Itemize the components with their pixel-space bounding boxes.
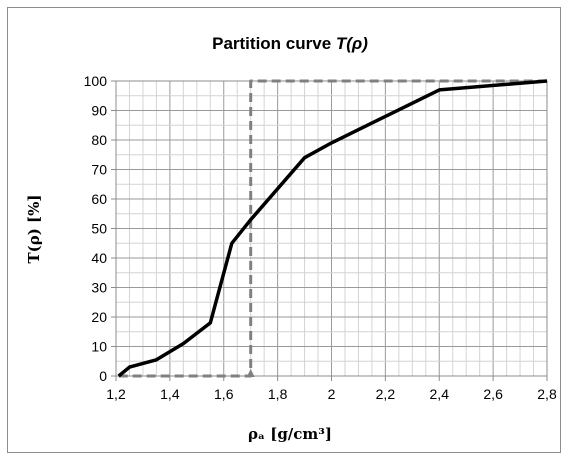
x-tick-label: 2,2 — [376, 386, 396, 402]
x-tick-label: 2,4 — [430, 386, 450, 402]
x-axis-ticks: 1,2 1,4 1,6 1,8 2 2,2 2,4 2,6 2,8 — [106, 376, 557, 402]
y-tick-label: 10 — [91, 339, 107, 355]
x-tick-label: 1,4 — [160, 386, 180, 402]
y-tick-label: 100 — [84, 73, 108, 89]
y-tick-label: 20 — [91, 309, 107, 325]
x-tick-label: 1,6 — [214, 386, 234, 402]
y-axis-label: T(ρ) [%] — [25, 194, 43, 263]
partition-curve-chart: Partition curve T(ρ) 0 10 20 30 40 50 60 70 80 90… — [8, 8, 562, 454]
y-tick-label: 30 — [91, 280, 107, 296]
y-tick-label: 60 — [91, 191, 107, 207]
y-tick-label: 50 — [91, 221, 107, 237]
x-tick-label: 2,6 — [483, 386, 503, 402]
x-tick-label: 2,8 — [537, 386, 557, 402]
x-axis-label: ρₐ [g/cm³] — [248, 425, 332, 443]
x-tick-label: 1,8 — [268, 386, 288, 402]
y-tick-label: 40 — [91, 250, 107, 266]
chart-title: Partition curve T(ρ) — [212, 34, 368, 53]
grid-lines — [116, 81, 547, 376]
y-axis-ticks: 0 10 20 30 40 50 60 70 80 90 100 — [84, 73, 116, 384]
y-tick-label: 80 — [91, 132, 107, 148]
x-tick-label: 2 — [328, 386, 336, 402]
y-tick-label: 70 — [91, 162, 107, 178]
x-tick-label: 1,2 — [106, 386, 126, 402]
chart-frame: Partition curve T(ρ) 0 10 20 30 40 50 60 70 80 90… — [7, 7, 561, 453]
y-tick-label: 0 — [99, 368, 107, 384]
y-tick-label: 90 — [91, 103, 107, 119]
cut-point-marker — [247, 369, 255, 377]
